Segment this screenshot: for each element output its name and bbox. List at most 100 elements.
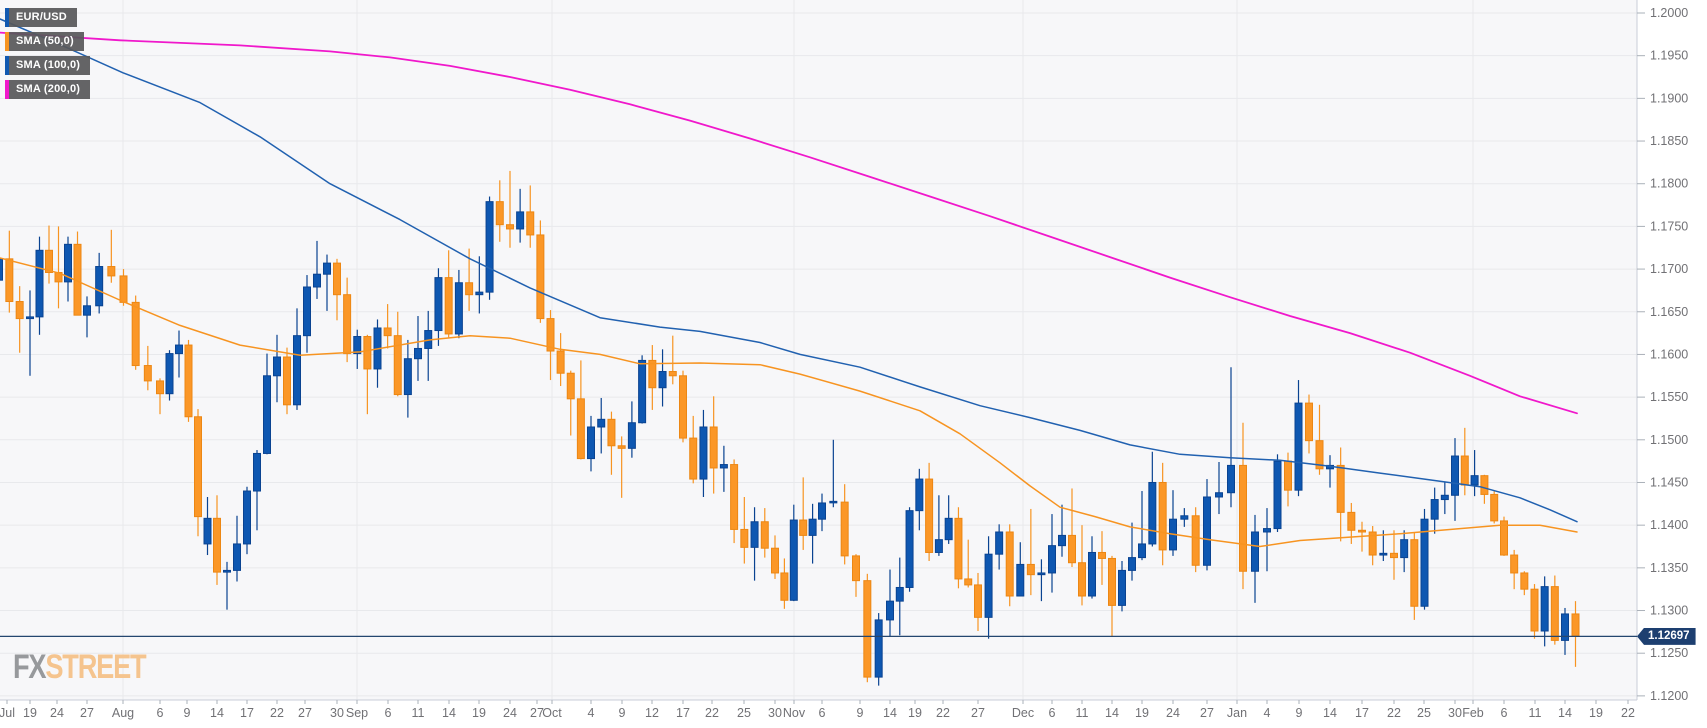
candle-body-jul-19 <box>26 316 34 320</box>
date-tick-label: Nov <box>783 706 806 720</box>
candle-body-dec-18 <box>1128 557 1136 571</box>
candle-body-oct-26 <box>750 521 759 548</box>
candle-body-sep-14 <box>444 277 453 335</box>
candle-body-sep-18 <box>465 282 474 296</box>
candle-body-aug-9 <box>184 344 193 418</box>
candle-body-oct-31 <box>780 572 789 601</box>
candle-body-oct-16 <box>668 371 677 377</box>
candle-body-dec-14 <box>1108 557 1116 606</box>
candle-body-sep-20 <box>485 201 494 293</box>
candle-body-oct-4 <box>587 426 595 460</box>
candle-body-nov-21 <box>934 539 943 553</box>
candle-body-sep-27 <box>536 234 545 320</box>
candle-body-nov-9 <box>852 555 860 582</box>
date-tick-label: 30 <box>330 706 344 720</box>
date-tick-label: 14 <box>210 706 224 720</box>
candle-body-sep-11 <box>414 347 422 360</box>
date-tick-label: 22 <box>936 706 950 720</box>
candle-body-aug-1 <box>119 275 128 303</box>
candle-body-aug-16 <box>233 543 241 571</box>
date-tick-label: 30 <box>768 706 782 720</box>
candle-body-sep-28 <box>546 318 555 352</box>
candle-body-aug-13 <box>203 517 212 545</box>
candle-body-jan-22 <box>1390 552 1398 559</box>
eurusd-series-color-stripe <box>5 8 9 27</box>
candle-body-oct-5 <box>597 418 606 428</box>
date-tick-label: 6 <box>157 706 164 720</box>
candle-body-aug-2 <box>131 301 140 367</box>
date-tick-label: 30 <box>1448 706 1462 720</box>
candle-body-aug-22 <box>273 356 281 377</box>
gridlines <box>0 0 1637 700</box>
legend-item-eurusd[interactable]: EUR/USD <box>5 8 77 27</box>
date-tick-label: 27 <box>530 706 544 720</box>
candle-body-dec-10 <box>1068 534 1076 564</box>
candle-body-aug-28 <box>313 273 321 288</box>
price-tick-label: 1.1650 <box>1650 305 1688 319</box>
candle-body-jan-15 <box>1336 464 1345 513</box>
candle-body-jan-9 <box>1294 402 1303 491</box>
candle-body-dec-26 <box>1191 515 1200 566</box>
candle-body-jul-25 <box>64 243 72 283</box>
candle-body-aug-27 <box>303 286 311 337</box>
candle-body-aug-24 <box>293 335 301 406</box>
date-tick-label: 25 <box>737 706 751 720</box>
candle-body-sep-6 <box>383 327 392 337</box>
candle-body-jul-20 <box>35 249 44 318</box>
candle-body-feb-6 <box>1500 520 1508 556</box>
date-tick-label: Oct <box>542 706 562 720</box>
candle-body-nov-20 <box>925 478 934 553</box>
date-tick-label: 9 <box>857 706 864 720</box>
candle-body-aug-29 <box>323 262 331 275</box>
price-tick-label: 1.1500 <box>1650 433 1688 447</box>
plot-background <box>0 0 1637 700</box>
legend-item-sma50[interactable]: SMA (50,0) <box>5 32 84 51</box>
date-tick-label: 14 <box>442 706 456 720</box>
candle-body-dec-17 <box>1118 569 1126 606</box>
candle-body-aug-3 <box>143 365 152 382</box>
date-tick-label: 19 <box>908 706 922 720</box>
date-tick-label: 19 <box>1589 706 1603 720</box>
legend-item-sma200[interactable]: SMA (200,0) <box>5 80 91 99</box>
date-tick-label: 27 <box>298 706 312 720</box>
candle-body-nov-23 <box>954 517 963 580</box>
candle-body-nov-30 <box>1005 531 1014 597</box>
date-tick-label: 12 <box>645 706 659 720</box>
legend-item-label: SMA (100,0) <box>9 56 91 75</box>
candle-body-oct-29 <box>760 521 769 549</box>
date-tick-label: 24 <box>50 706 64 720</box>
candle-body-sep-26 <box>526 211 535 236</box>
candle-body-nov-28 <box>984 553 993 618</box>
date-axis: Jul 19 24 27 Aug 6 9 14 17 22 27 30 Sep 6 11 14 19 24 27Oc… <box>0 700 1635 720</box>
candle-body-dec-13 <box>1098 551 1106 559</box>
candle-body-aug-15 <box>223 569 231 573</box>
date-tick-label: 14 <box>1558 706 1572 720</box>
candle-body-dec-31 <box>1227 464 1235 494</box>
candle-body-dec-7 <box>1058 534 1066 547</box>
candle-body-jan-4 <box>1263 528 1271 533</box>
date-tick-label: 22 <box>1621 706 1635 720</box>
candle-body-sep-25 <box>516 211 525 230</box>
date-tick-label: Aug <box>112 706 134 720</box>
legend-item-sma100[interactable]: SMA (100,0) <box>5 56 91 75</box>
candle-body-feb-5 <box>1490 493 1499 522</box>
candle-body-jan-8 <box>1284 460 1292 491</box>
legend: EUR/USD SMA (50,0) SMA (100,0) SMA (200,… <box>5 8 91 104</box>
price-tick-label: 1.1800 <box>1650 177 1688 191</box>
candle-body-aug-30 <box>333 262 341 296</box>
candle-body-oct-30 <box>771 547 779 574</box>
candle-body-nov-29 <box>995 531 1004 555</box>
candle-body-aug-10 <box>194 416 202 518</box>
date-tick-label: Feb <box>1462 706 1484 720</box>
candle-body-dec-25 <box>1180 515 1189 520</box>
date-tick-label: 11 <box>1076 706 1089 720</box>
date-tick-label: 17 <box>240 706 254 720</box>
candle-body-nov-15 <box>895 586 904 602</box>
candle-body-feb-1 <box>1470 475 1479 486</box>
date-tick-label: 9 <box>619 706 626 720</box>
candle-body-oct-10 <box>627 422 636 449</box>
date-tick-label: 14 <box>883 706 897 720</box>
date-tick-label: 19 <box>23 706 37 720</box>
candle-body-sep-19 <box>475 291 484 296</box>
